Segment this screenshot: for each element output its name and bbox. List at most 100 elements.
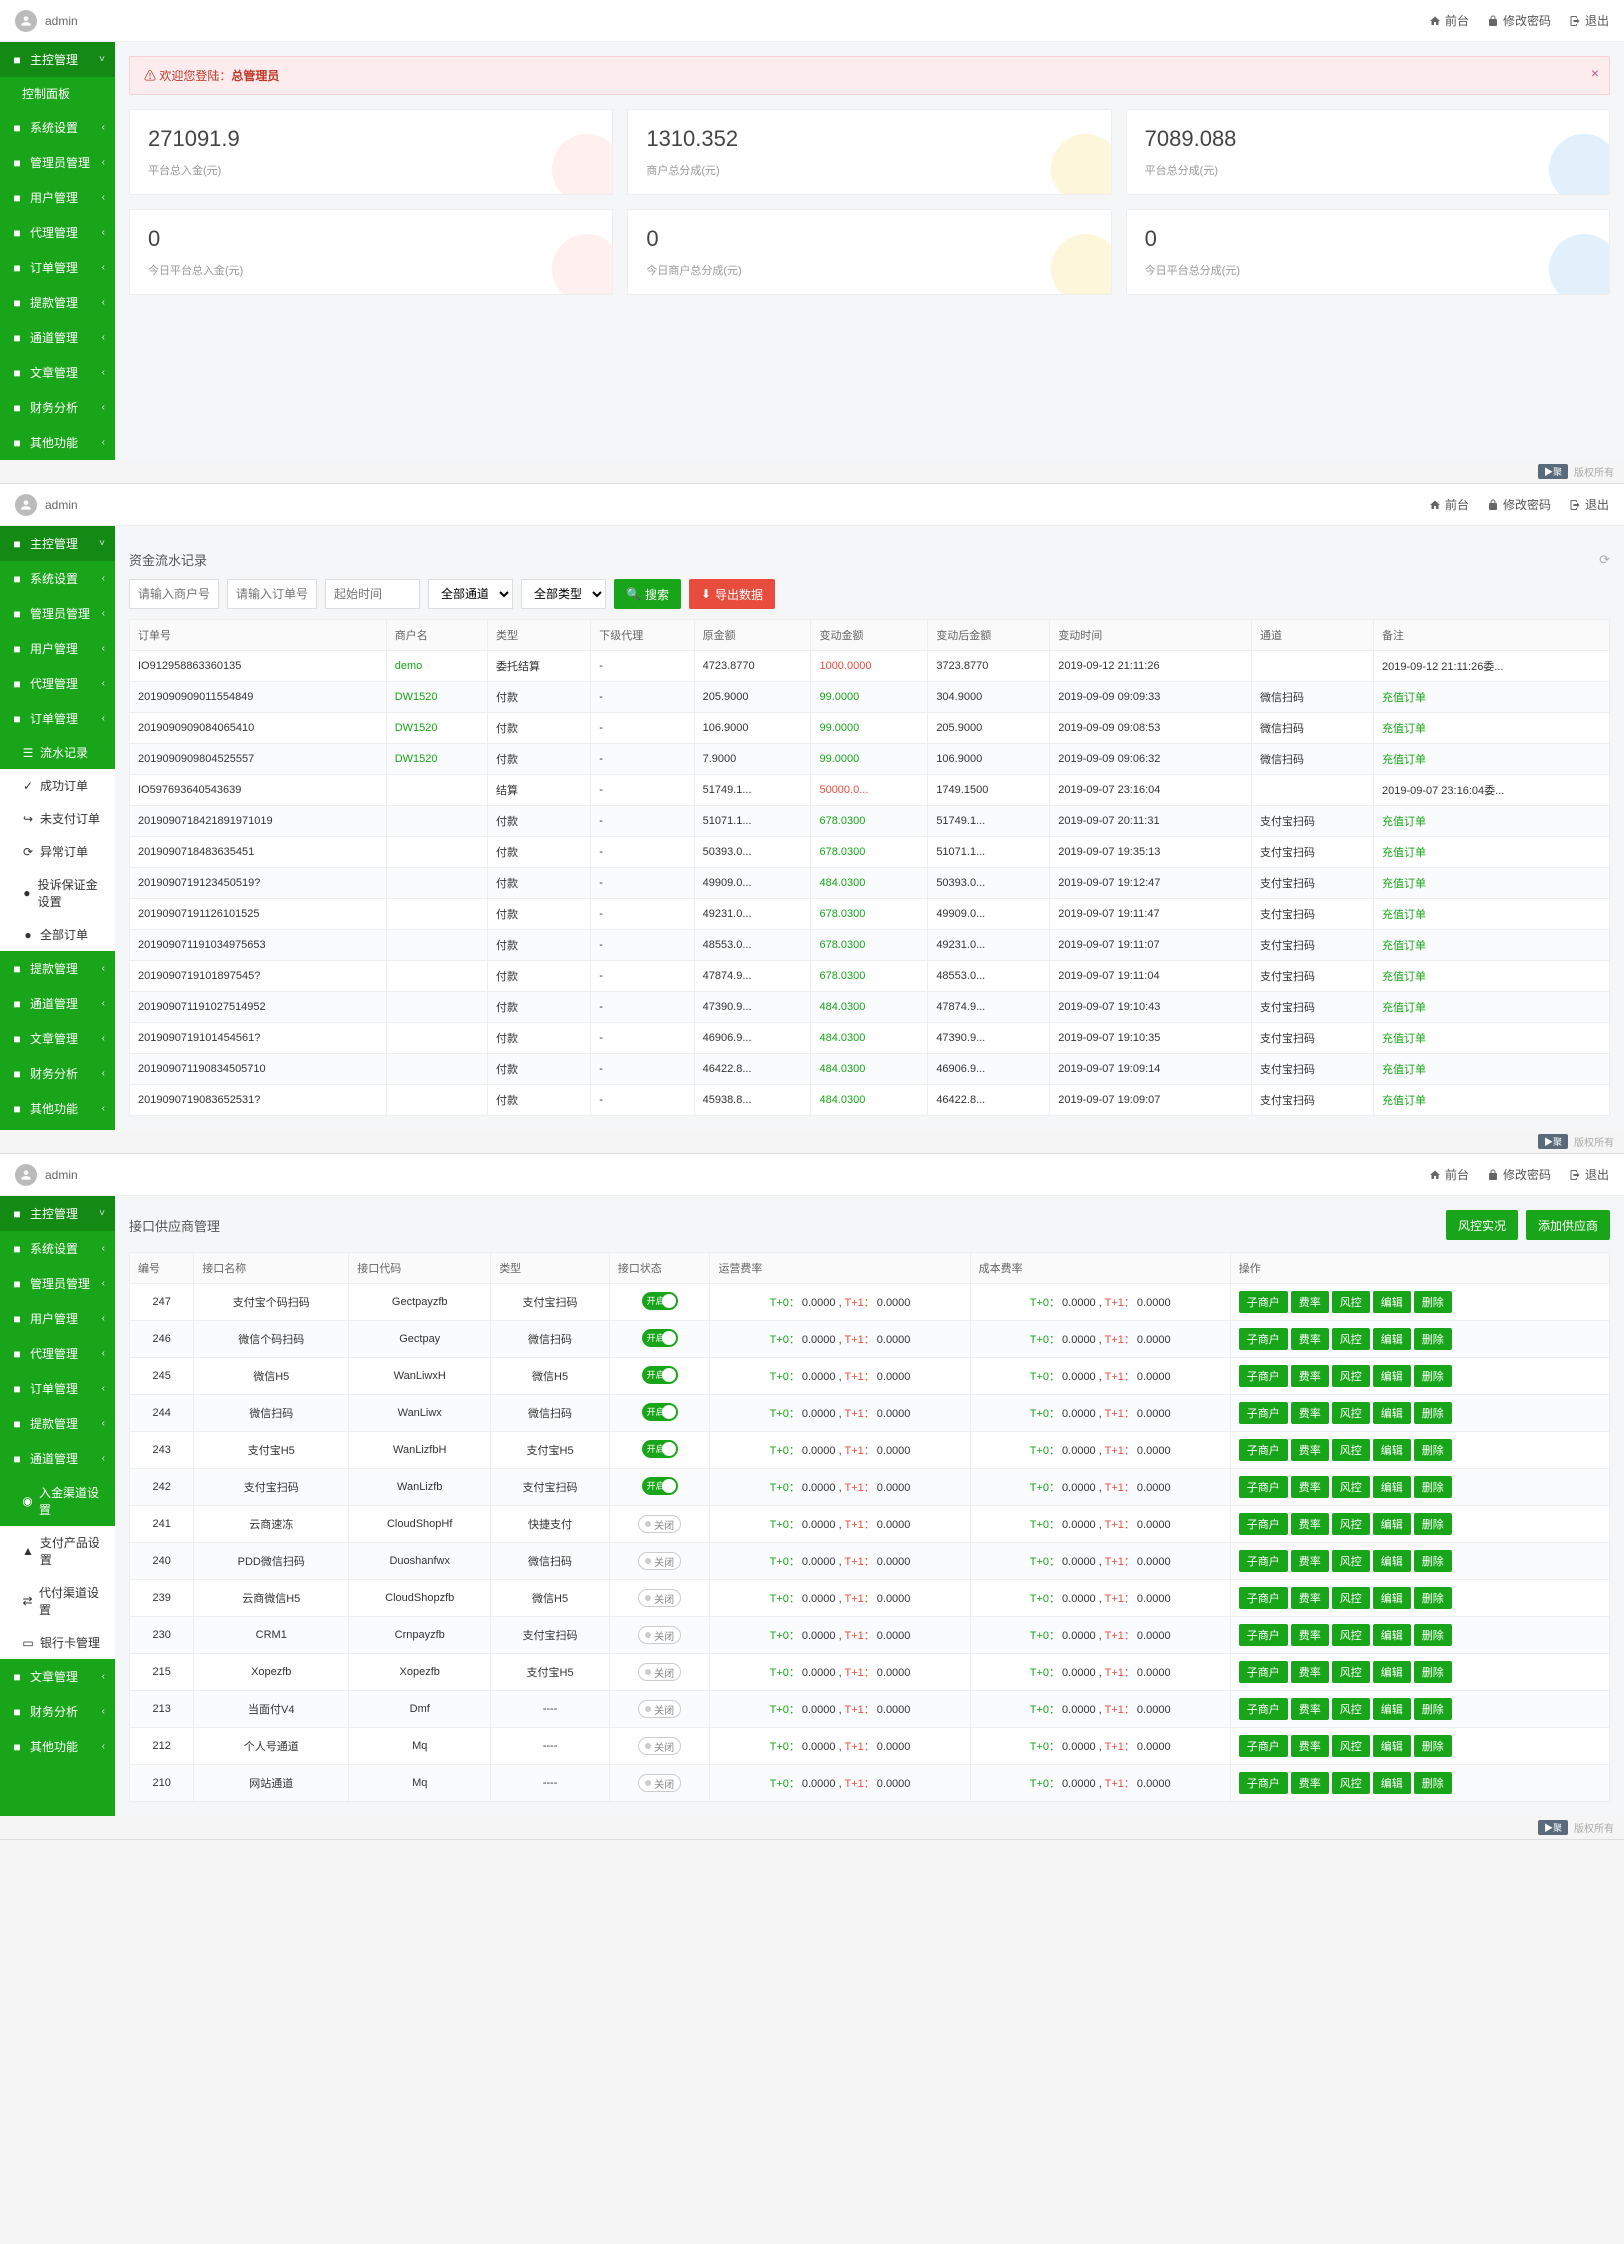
sidebar-sub-item[interactable]: ◉入金渠道设置 <box>0 1476 115 1526</box>
remark-link[interactable]: 充值订单 <box>1382 940 1426 952</box>
op-button[interactable]: 费率 <box>1291 1772 1329 1794</box>
op-button[interactable]: 子商户 <box>1239 1624 1288 1646</box>
sidebar-sub-item[interactable]: ●全部订单 <box>0 918 115 951</box>
sidebar-item[interactable]: ■用户管理‹ <box>0 180 115 215</box>
nav-password[interactable]: 修改密码 <box>1487 496 1551 513</box>
remark-link[interactable]: 充值订单 <box>1382 692 1426 704</box>
risk-button[interactable]: 风控实况 <box>1446 1210 1518 1240</box>
sidebar-item[interactable]: ■其他功能‹ <box>0 1091 115 1126</box>
status-toggle[interactable]: 关闭 <box>638 1552 681 1570</box>
op-button[interactable]: 费率 <box>1291 1513 1329 1535</box>
op-button[interactable]: 风控 <box>1332 1513 1370 1535</box>
op-button[interactable]: 子商户 <box>1239 1328 1288 1350</box>
op-button[interactable]: 子商户 <box>1239 1550 1288 1572</box>
sidebar-item[interactable]: ■用户管理‹ <box>0 631 115 666</box>
remark-link[interactable]: 充值订单 <box>1382 1064 1426 1076</box>
sidebar-sub-item[interactable]: ☰流水记录 <box>0 736 115 769</box>
sidebar-item[interactable]: ■管理员管理‹ <box>0 596 115 631</box>
remark-link[interactable]: 充值订单 <box>1382 1033 1426 1045</box>
op-button[interactable]: 子商户 <box>1239 1587 1288 1609</box>
op-button[interactable]: 删除 <box>1414 1735 1452 1757</box>
sidebar-item[interactable]: ■订单管理‹ <box>0 701 115 736</box>
merchant-input[interactable] <box>129 579 219 609</box>
op-button[interactable]: 删除 <box>1414 1328 1452 1350</box>
remark-link[interactable]: 充值订单 <box>1382 971 1426 983</box>
op-button[interactable]: 编辑 <box>1373 1402 1411 1424</box>
status-toggle[interactable]: 关闭 <box>638 1700 681 1718</box>
nav-front[interactable]: 前台 <box>1429 12 1469 29</box>
op-button[interactable]: 编辑 <box>1373 1550 1411 1572</box>
op-button[interactable]: 删除 <box>1414 1402 1452 1424</box>
sidebar-item[interactable]: ■主控管理˅ <box>0 42 115 77</box>
status-toggle[interactable]: 关闭 <box>638 1663 681 1681</box>
sidebar-item[interactable]: ■财务分析‹ <box>0 1056 115 1091</box>
merchant-link[interactable]: DW1520 <box>395 691 438 703</box>
close-icon[interactable]: × <box>1591 65 1599 81</box>
sidebar-item[interactable]: ■代理管理‹ <box>0 666 115 701</box>
op-button[interactable]: 子商户 <box>1239 1365 1288 1387</box>
sidebar-item[interactable]: ■管理员管理‹ <box>0 145 115 180</box>
sidebar-item[interactable]: ■系统设置‹ <box>0 1231 115 1266</box>
op-button[interactable]: 编辑 <box>1373 1661 1411 1683</box>
merchant-link[interactable]: demo <box>395 660 423 672</box>
sidebar-sub-item[interactable]: ✓成功订单 <box>0 769 115 802</box>
op-button[interactable]: 费率 <box>1291 1365 1329 1387</box>
sidebar-sub-item[interactable]: ⟳异常订单 <box>0 835 115 868</box>
op-button[interactable]: 费率 <box>1291 1439 1329 1461</box>
op-button[interactable]: 删除 <box>1414 1772 1452 1794</box>
op-button[interactable]: 编辑 <box>1373 1735 1411 1757</box>
op-button[interactable]: 删除 <box>1414 1439 1452 1461</box>
op-button[interactable]: 子商户 <box>1239 1698 1288 1720</box>
search-button[interactable]: 🔍 搜索 <box>614 579 681 609</box>
op-button[interactable]: 子商户 <box>1239 1439 1288 1461</box>
op-button[interactable]: 删除 <box>1414 1661 1452 1683</box>
op-button[interactable]: 风控 <box>1332 1476 1370 1498</box>
op-button[interactable]: 费率 <box>1291 1735 1329 1757</box>
op-button[interactable]: 子商户 <box>1239 1402 1288 1424</box>
sidebar-sub-item[interactable]: ↪未支付订单 <box>0 802 115 835</box>
remark-link[interactable]: 充值订单 <box>1382 1095 1426 1107</box>
op-button[interactable]: 风控 <box>1332 1328 1370 1350</box>
op-button[interactable]: 子商户 <box>1239 1513 1288 1535</box>
type-select[interactable]: 全部类型 <box>521 579 606 609</box>
op-button[interactable]: 编辑 <box>1373 1291 1411 1313</box>
op-button[interactable]: 风控 <box>1332 1550 1370 1572</box>
op-button[interactable]: 编辑 <box>1373 1698 1411 1720</box>
sidebar-item[interactable]: ■订单管理‹ <box>0 1371 115 1406</box>
op-button[interactable]: 子商户 <box>1239 1661 1288 1683</box>
sidebar-item[interactable]: ■用户管理‹ <box>0 1301 115 1336</box>
op-button[interactable]: 编辑 <box>1373 1624 1411 1646</box>
op-button[interactable]: 删除 <box>1414 1624 1452 1646</box>
channel-select[interactable]: 全部通道 <box>428 579 513 609</box>
op-button[interactable]: 编辑 <box>1373 1365 1411 1387</box>
sidebar-item[interactable]: ■文章管理‹ <box>0 1659 115 1694</box>
op-button[interactable]: 风控 <box>1332 1587 1370 1609</box>
op-button[interactable]: 风控 <box>1332 1402 1370 1424</box>
sidebar-item[interactable]: ■文章管理‹ <box>0 1021 115 1056</box>
sidebar-item[interactable]: ■通道管理‹ <box>0 1441 115 1476</box>
nav-logout[interactable]: 退出 <box>1569 12 1609 29</box>
op-button[interactable]: 风控 <box>1332 1624 1370 1646</box>
op-button[interactable]: 风控 <box>1332 1735 1370 1757</box>
status-toggle[interactable]: 开启 <box>642 1366 678 1384</box>
sidebar-item[interactable]: ■管理员管理‹ <box>0 1266 115 1301</box>
op-button[interactable]: 编辑 <box>1373 1476 1411 1498</box>
sidebar-item[interactable]: ■财务分析‹ <box>0 1694 115 1729</box>
status-toggle[interactable]: 开启 <box>642 1440 678 1458</box>
sidebar-item[interactable]: ■提款管理‹ <box>0 285 115 320</box>
status-toggle[interactable]: 关闭 <box>638 1626 681 1644</box>
status-toggle[interactable]: 关闭 <box>638 1589 681 1607</box>
export-button[interactable]: ⬇ 导出数据 <box>689 579 775 609</box>
remark-link[interactable]: 充值订单 <box>1382 1002 1426 1014</box>
status-toggle[interactable]: 开启 <box>642 1329 678 1347</box>
remark-link[interactable]: 充值订单 <box>1382 878 1426 890</box>
op-button[interactable]: 费率 <box>1291 1661 1329 1683</box>
nav-front[interactable]: 前台 <box>1429 496 1469 513</box>
nav-password[interactable]: 修改密码 <box>1487 1166 1551 1183</box>
sidebar-item[interactable]: ■提款管理‹ <box>0 1406 115 1441</box>
sidebar-item[interactable]: ■通道管理‹ <box>0 986 115 1021</box>
status-toggle[interactable]: 关闭 <box>638 1515 681 1533</box>
sidebar-item[interactable]: ■其他功能‹ <box>0 425 115 460</box>
op-button[interactable]: 编辑 <box>1373 1513 1411 1535</box>
status-toggle[interactable]: 关闭 <box>638 1774 681 1792</box>
